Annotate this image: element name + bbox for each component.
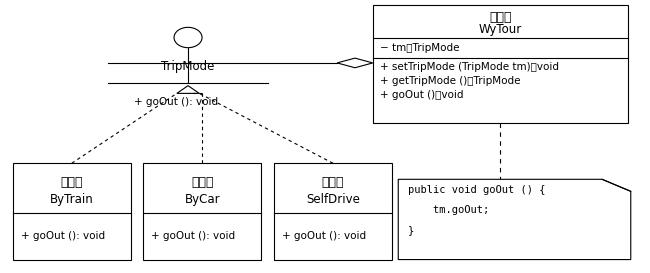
Text: + goOut (): void: + goOut (): void	[151, 232, 235, 241]
Text: public void goOut () {: public void goOut () {	[408, 185, 545, 195]
Bar	[13, 163, 131, 260]
Text: TripMode: TripMode	[161, 60, 214, 73]
Text: SelfDrive: SelfDrive	[306, 193, 360, 206]
Text: + goOut (): void: + goOut (): void	[281, 232, 366, 241]
Text: ByCar: ByCar	[185, 193, 220, 206]
Text: + goOut ()：void: + goOut ()：void	[380, 90, 464, 100]
Text: 坐汽车: 坐汽车	[191, 176, 214, 189]
Text: WyTour: WyTour	[478, 23, 522, 36]
Text: + goOut (): void: + goOut (): void	[134, 97, 218, 107]
Text: + getTripMode ()：TripMode: + getTripMode ()：TripMode	[380, 76, 521, 86]
Text: + goOut (): void: + goOut (): void	[21, 232, 105, 241]
Text: 自驾车: 自驾车	[322, 176, 344, 189]
Text: ByTrain: ByTrain	[50, 193, 94, 206]
Bar	[144, 163, 261, 260]
Text: 环境类: 环境类	[489, 11, 512, 24]
Text: 坐火车: 坐火车	[60, 176, 83, 189]
Polygon shape	[398, 179, 630, 260]
Text: − tm：TripMode: − tm：TripMode	[380, 43, 460, 54]
Bar	[274, 163, 392, 260]
Text: + setTripMode (TripMode tm)：void: + setTripMode (TripMode tm)：void	[380, 63, 560, 72]
Bar	[373, 5, 628, 123]
Text: }: }	[408, 225, 414, 235]
Text: tm.goOut;: tm.goOut;	[408, 205, 489, 215]
